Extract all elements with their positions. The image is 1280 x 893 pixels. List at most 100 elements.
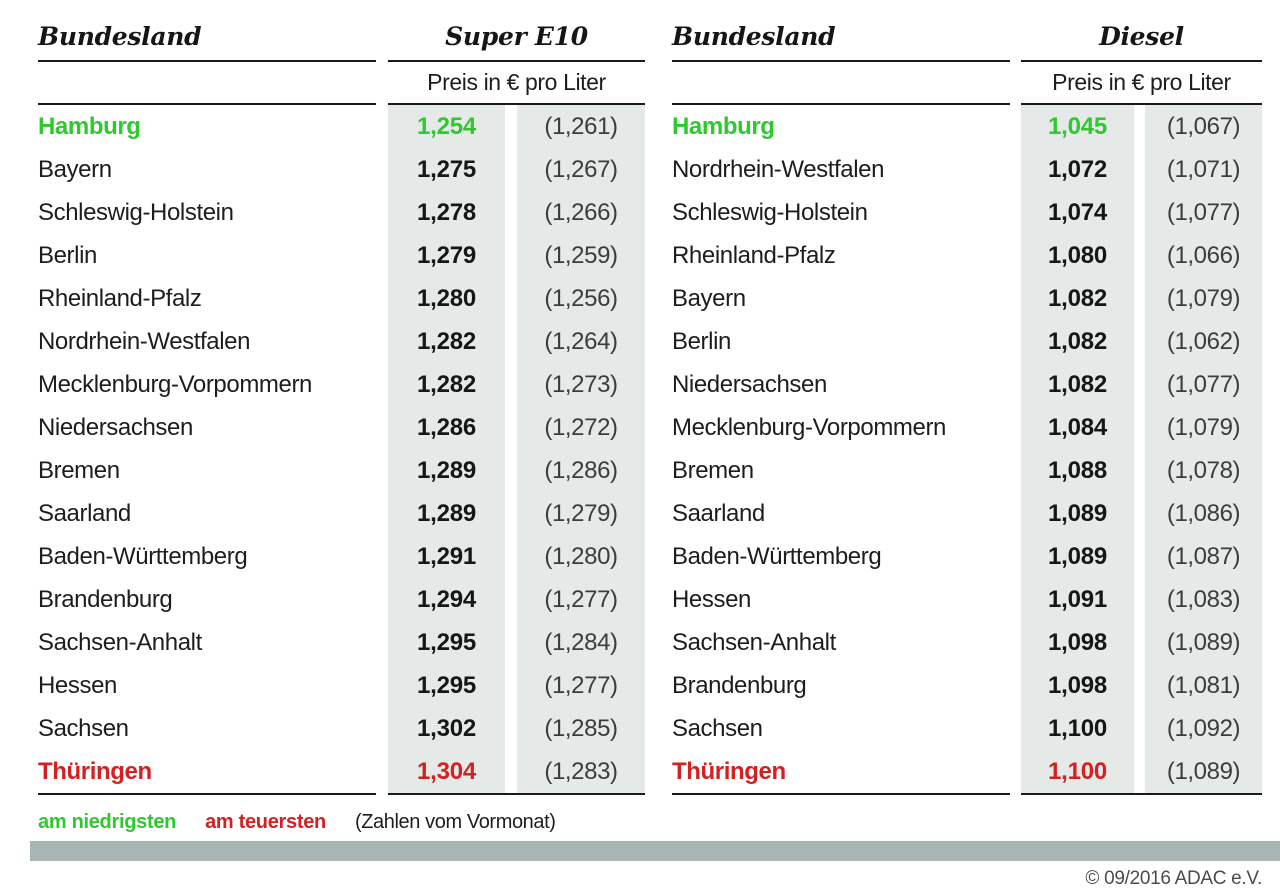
footer-bar [30,841,1280,861]
state-name: Brandenburg [672,671,807,699]
previous-month-price: (1,077) [1145,363,1262,406]
current-price: 1,278 [388,191,505,234]
previous-month-price: (1,277) [517,664,645,707]
previous-month-price: (1,086) [1145,492,1262,535]
table-row: Nordrhein-Westfalen 1,072 (1,071) [672,148,1262,191]
table-row: Bayern 1,275 (1,267) [38,148,645,191]
table-row: Thüringen 1,304 (1,283) [38,750,645,793]
current-price: 1,098 [1021,621,1134,664]
state-name: Bayern [672,284,746,312]
unit-header-row: Preis in € pro Liter [38,62,645,103]
previous-month-price: (1,071) [1145,148,1262,191]
current-price: 1,254 [388,105,505,148]
previous-month-price: (1,081) [1145,664,1262,707]
current-price: 1,302 [388,707,505,750]
previous-month-price: (1,267) [517,148,645,191]
previous-month-price: (1,066) [1145,234,1262,277]
state-name: Schleswig-Holstein [672,198,868,226]
current-price: 1,282 [388,363,505,406]
table-row: Saarland 1,089 (1,086) [672,492,1262,535]
previous-month-price: (1,083) [1145,578,1262,621]
subheader-rule [672,103,1262,105]
previous-month-price: (1,279) [517,492,645,535]
header-rule [38,60,645,62]
current-price: 1,082 [1021,320,1134,363]
current-price: 1,294 [388,578,505,621]
table-header-row: Bundesland Diesel [672,14,1262,60]
state-name: Saarland [672,499,765,527]
state-name: Hessen [38,671,117,699]
current-price: 1,098 [1021,664,1134,707]
current-price: 1,089 [1021,535,1134,578]
state-name: Nordrhein-Westfalen [672,155,885,183]
state-name: Sachsen-Anhalt [38,628,202,656]
previous-month-price: (1,273) [517,363,645,406]
current-price: 1,286 [388,406,505,449]
table-row: Mecklenburg-Vorpommern 1,084 (1,079) [672,406,1262,449]
legend-lowest-label: am niedrigsten [38,810,177,833]
state-name: Sachsen [672,714,763,742]
table-row: Sachsen-Anhalt 1,098 (1,089) [672,621,1262,664]
previous-month-price: (1,284) [517,621,645,664]
previous-month-price: (1,067) [1145,105,1262,148]
table-row: Thüringen 1,100 (1,089) [672,750,1262,793]
table-row: Sachsen-Anhalt 1,295 (1,284) [38,621,645,664]
table-row: Schleswig-Holstein 1,278 (1,266) [38,191,645,234]
state-name: Bayern [38,155,112,183]
subheader-rule [38,103,645,105]
previous-month-price: (1,272) [517,406,645,449]
table-header-row: Bundesland Super E10 [38,14,645,60]
table-row: Hamburg 1,254 (1,261) [38,105,645,148]
copyright-text: © 09/2016 ADAC e.V. [1085,868,1262,889]
state-name: Mecklenburg-Vorpommern [38,370,312,398]
state-name: Hessen [672,585,751,613]
previous-month-price: (1,285) [517,707,645,750]
table-row: Saarland 1,289 (1,279) [38,492,645,535]
column-header-fuel: Diesel [1099,22,1184,51]
state-name: Hamburg [672,112,775,140]
table-row: Sachsen 1,302 (1,285) [38,707,645,750]
tables-container: Bundesland Super E10 Preis in € pro Lite… [38,14,1262,795]
legend-note: (Zahlen vom Vormonat) [354,810,556,833]
column-header-bundesland: Bundesland [38,22,202,51]
current-price: 1,091 [1021,578,1134,621]
column-header-bundesland: Bundesland [672,22,836,51]
current-price: 1,084 [1021,406,1134,449]
previous-month-price: (1,283) [517,750,645,793]
state-name: Saarland [38,499,131,527]
previous-month-price: (1,266) [517,191,645,234]
previous-month-price: (1,277) [517,578,645,621]
state-name: Thüringen [672,757,786,785]
table-row: Baden-Württemberg 1,089 (1,087) [672,535,1262,578]
table-row: Niedersachsen 1,082 (1,077) [672,363,1262,406]
state-name: Mecklenburg-Vorpommern [672,413,946,441]
state-name: Berlin [38,241,97,269]
table-row: Mecklenburg-Vorpommern 1,282 (1,273) [38,363,645,406]
current-price: 1,291 [388,535,505,578]
table-diesel: Bundesland Diesel Preis in € pro Liter H… [672,14,1262,795]
previous-month-price: (1,280) [517,535,645,578]
current-price: 1,289 [388,449,505,492]
table-row: Rheinland-Pfalz 1,080 (1,066) [672,234,1262,277]
previous-month-price: (1,259) [517,234,645,277]
bottom-rule [672,793,1262,795]
previous-month-price: (1,256) [517,277,645,320]
current-price: 1,089 [1021,492,1134,535]
current-price: 1,295 [388,621,505,664]
current-price: 1,072 [1021,148,1134,191]
previous-month-price: (1,077) [1145,191,1262,234]
table-row: Hessen 1,295 (1,277) [38,664,645,707]
previous-month-price: (1,089) [1145,621,1262,664]
state-name: Hamburg [38,112,141,140]
current-price: 1,088 [1021,449,1134,492]
bottom-rule [38,793,645,795]
table-row: Schleswig-Holstein 1,074 (1,077) [672,191,1262,234]
state-name: Baden-Württemberg [672,542,882,570]
state-name: Thüringen [38,757,152,785]
current-price: 1,074 [1021,191,1134,234]
current-price: 1,280 [388,277,505,320]
column-header-fuel: Super E10 [445,22,588,51]
state-name: Bremen [38,456,120,484]
state-name: Brandenburg [38,585,173,613]
